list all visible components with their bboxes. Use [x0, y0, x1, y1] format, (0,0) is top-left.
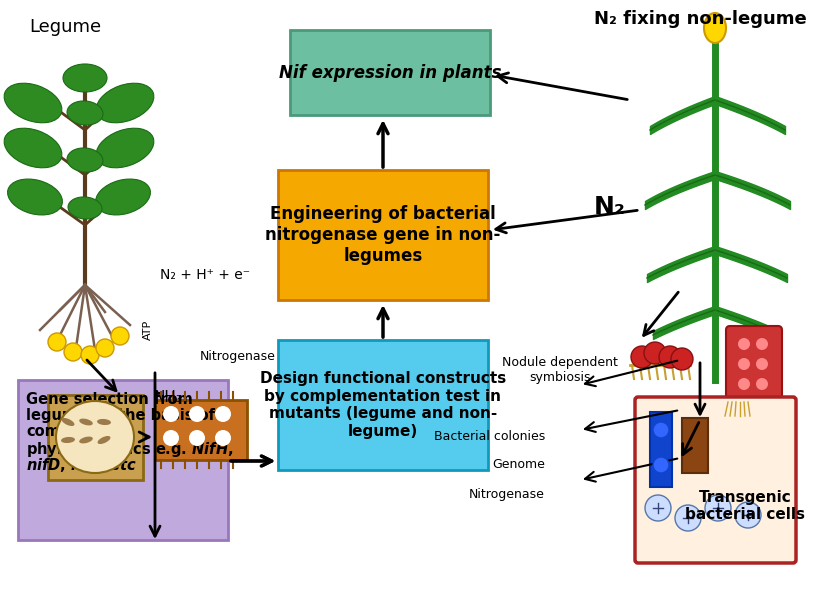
Circle shape	[215, 406, 231, 422]
Circle shape	[653, 457, 669, 473]
Circle shape	[48, 333, 66, 351]
Bar	[18, 380, 228, 540]
Circle shape	[163, 406, 179, 422]
Text: Nodule dependent
symbiosis: Nodule dependent symbiosis	[502, 356, 618, 384]
Ellipse shape	[97, 419, 111, 425]
Circle shape	[189, 430, 205, 446]
Text: Nitrogenase: Nitrogenase	[469, 488, 545, 501]
Circle shape	[738, 378, 750, 390]
Ellipse shape	[4, 128, 62, 168]
Text: NH₃: NH₃	[154, 390, 182, 405]
Circle shape	[64, 343, 82, 361]
Ellipse shape	[63, 64, 107, 92]
Circle shape	[671, 348, 693, 370]
Text: Bacterial colonies: Bacterial colonies	[434, 430, 545, 443]
Ellipse shape	[56, 401, 134, 473]
Circle shape	[735, 502, 761, 528]
Ellipse shape	[62, 418, 74, 426]
Ellipse shape	[67, 148, 103, 172]
Circle shape	[189, 406, 205, 422]
Ellipse shape	[4, 83, 62, 123]
Text: ATP: ATP	[143, 320, 153, 340]
Bar	[650, 412, 672, 487]
FancyBboxPatch shape	[635, 397, 796, 563]
Circle shape	[705, 495, 731, 521]
Bar	[278, 340, 488, 470]
Circle shape	[111, 327, 129, 345]
Text: Nitrogenase: Nitrogenase	[200, 350, 276, 363]
Circle shape	[163, 430, 179, 446]
Ellipse shape	[61, 437, 75, 443]
Text: Genome: Genome	[492, 458, 545, 471]
Circle shape	[738, 338, 750, 350]
Circle shape	[631, 346, 653, 368]
Bar	[278, 170, 488, 300]
Circle shape	[215, 430, 231, 446]
Bar	[48, 395, 143, 480]
Bar	[682, 418, 708, 473]
Circle shape	[96, 339, 114, 357]
Text: phylogenomics e.g. $\bfit{NifH}$,: phylogenomics e.g. $\bfit{NifH}$,	[26, 440, 234, 459]
FancyBboxPatch shape	[726, 326, 782, 406]
Circle shape	[756, 378, 768, 390]
Bar	[290, 30, 490, 115]
Text: Gene selection from: Gene selection from	[26, 392, 193, 407]
Text: $\bfit{nifD}$, $\bfit{nifN}$ $\bfit{etc}$: $\bfit{nifD}$, $\bfit{nifN}$ $\bfit{etc}…	[26, 456, 137, 474]
Ellipse shape	[7, 179, 63, 215]
Circle shape	[81, 346, 99, 364]
Text: legume on the basis of: legume on the basis of	[26, 408, 215, 423]
Circle shape	[645, 495, 671, 521]
Text: Nif expression in plants: Nif expression in plants	[278, 63, 501, 82]
Circle shape	[653, 422, 669, 438]
Text: Engineering of bacterial
nitrogenase gene in non-
legumes: Engineering of bacterial nitrogenase gen…	[265, 205, 501, 265]
Text: comparative: comparative	[26, 424, 129, 439]
Text: Design functional constructs
by complementation test in
mutants (legume and non-: Design functional constructs by compleme…	[260, 371, 506, 439]
Ellipse shape	[704, 13, 726, 43]
Text: Legume: Legume	[29, 18, 101, 36]
Ellipse shape	[79, 437, 93, 443]
Ellipse shape	[79, 418, 93, 426]
Text: N₂: N₂	[594, 195, 626, 219]
Circle shape	[644, 342, 666, 364]
Ellipse shape	[96, 83, 154, 123]
Ellipse shape	[68, 197, 102, 219]
Ellipse shape	[96, 128, 154, 168]
Circle shape	[659, 346, 681, 368]
Circle shape	[756, 358, 768, 370]
Text: Transgenic
bacterial cells: Transgenic bacterial cells	[685, 490, 805, 522]
Circle shape	[756, 338, 768, 350]
Bar	[155, 400, 247, 460]
Ellipse shape	[98, 436, 111, 444]
Circle shape	[675, 505, 701, 531]
Text: N₂ fixing non-legume: N₂ fixing non-legume	[593, 10, 807, 28]
Ellipse shape	[67, 101, 103, 125]
Text: N₂ + H⁺ + e⁻: N₂ + H⁺ + e⁻	[160, 268, 250, 282]
Circle shape	[738, 358, 750, 370]
Ellipse shape	[95, 179, 151, 215]
